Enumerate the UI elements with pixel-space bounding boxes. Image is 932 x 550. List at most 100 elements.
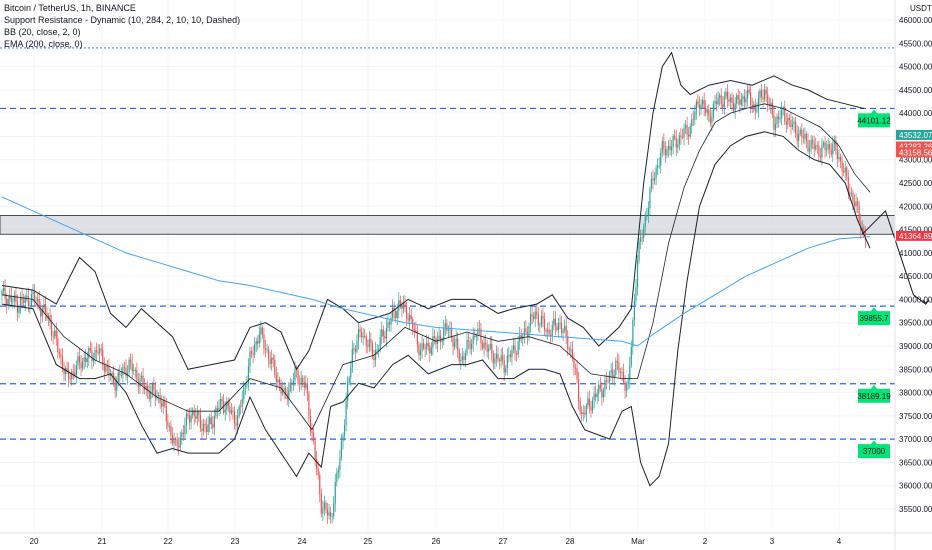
candle-body — [559, 322, 561, 324]
candle-body — [328, 512, 330, 516]
candle-body — [326, 509, 329, 516]
candle-body — [784, 107, 786, 122]
candle-body — [483, 342, 485, 349]
candle-body — [455, 338, 457, 342]
candle-body — [630, 346, 632, 366]
candle-body — [548, 329, 550, 335]
candle-body — [224, 409, 226, 413]
candle-body — [181, 432, 183, 438]
candle-body — [7, 299, 9, 307]
candle-body — [773, 114, 775, 130]
candle-body — [336, 472, 338, 483]
bb-lower-line — [1, 131, 871, 487]
candle-body — [653, 177, 656, 181]
candle-body — [12, 301, 14, 302]
x-tick-label: 24 — [298, 537, 307, 546]
candle-body — [285, 388, 287, 394]
x-tick-label: 22 — [164, 537, 173, 546]
candle-body — [774, 124, 777, 130]
candle-body — [667, 145, 670, 150]
candle-body — [54, 330, 56, 337]
candle-body — [485, 342, 487, 345]
candle-body — [802, 136, 804, 139]
candle-body — [821, 145, 823, 158]
candle-body — [80, 362, 82, 369]
candle-body — [309, 416, 312, 432]
candle-body — [44, 304, 46, 313]
indicator-ema-label[interactable]: EMA (200, close, 0) — [4, 39, 83, 49]
y-tick-label: 43000.00 — [899, 156, 932, 165]
candle-body — [764, 89, 766, 100]
candle-body — [345, 400, 347, 426]
candle-body — [720, 95, 722, 105]
candle-body — [396, 310, 398, 319]
candle-body — [516, 353, 518, 355]
candle-body — [790, 120, 792, 128]
candle-body — [353, 348, 355, 350]
candle-body — [247, 366, 250, 384]
price-axis-badge-label: 43283.26 — [899, 143, 932, 152]
candle-body — [562, 330, 564, 333]
candle-body — [241, 398, 243, 407]
candle-body — [331, 516, 333, 517]
candle-body — [365, 336, 367, 346]
candle-body — [409, 315, 411, 321]
candle-body — [622, 371, 625, 383]
candle-body — [333, 503, 335, 517]
candle-body — [361, 331, 363, 338]
candle-body — [364, 336, 366, 337]
candle-body — [142, 375, 144, 386]
candle-body — [426, 342, 428, 350]
candle-body — [857, 201, 859, 206]
candle-body — [533, 316, 535, 319]
candle-body — [130, 359, 132, 363]
candle-body — [55, 330, 57, 339]
candle-body — [213, 416, 215, 428]
candle-body — [742, 96, 744, 99]
candle-body — [768, 105, 770, 106]
candle-body — [35, 300, 37, 302]
candle-body — [666, 149, 668, 156]
candle-body — [339, 457, 341, 471]
candle-body — [357, 329, 360, 342]
candle-body — [616, 360, 618, 363]
candle-body — [847, 176, 849, 193]
candle-body — [680, 135, 682, 137]
candle-body — [1, 291, 3, 295]
symbol-title[interactable]: Bitcoin / TetherUS, 1h, BINANCE — [4, 3, 136, 13]
candle-body — [529, 314, 532, 326]
candle-body — [427, 342, 429, 346]
candle-body — [739, 99, 741, 105]
candle-body — [596, 393, 598, 398]
candle-body — [362, 336, 364, 338]
candle-body — [249, 351, 251, 367]
candle-body — [636, 260, 639, 288]
candle-body — [858, 205, 860, 223]
candle-body — [33, 291, 36, 301]
candle-body — [10, 295, 12, 302]
candle-body — [850, 192, 852, 194]
candle-body — [109, 375, 112, 376]
candle-body — [486, 344, 488, 352]
candle-body — [675, 138, 677, 148]
candle-body — [436, 338, 439, 345]
candle-body — [175, 439, 177, 440]
candle-body — [610, 370, 612, 373]
candle-body — [320, 493, 322, 514]
candle-body — [838, 156, 840, 159]
indicator-sr-label[interactable]: Support Resistance - Dynamic (10, 284, 2… — [4, 15, 241, 25]
candle-body — [556, 326, 558, 331]
candle-body — [736, 95, 738, 104]
candle-body — [757, 98, 759, 111]
time-axis[interactable]: 20 21 22 23 24 25 26 27 28 Mar 2 3 4 — [0, 532, 932, 546]
candle-body — [77, 356, 79, 366]
candle-body — [238, 406, 240, 417]
price-axis[interactable]: 35500.00 36000.00 36500.00 37000.00 37500.00… — [894, 0, 932, 550]
candle-body — [89, 348, 91, 351]
candle-body — [351, 348, 353, 368]
candle-body — [805, 133, 808, 141]
candle-body — [421, 343, 423, 351]
indicator-bb-label[interactable]: BB (20, close, 2, 0) — [4, 27, 81, 37]
y-tick-label: 39500.00 — [899, 319, 932, 328]
